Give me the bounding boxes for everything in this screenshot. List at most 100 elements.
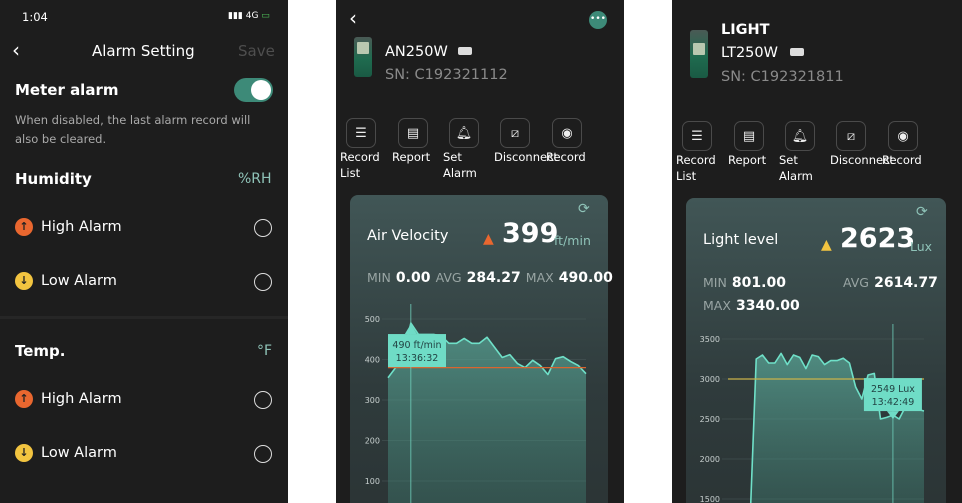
y-tick-label: 3000 [700, 375, 720, 384]
disconnect-icon: ⧄ [510, 125, 520, 141]
record-list-button[interactable]: ☰ [682, 121, 712, 151]
y-tick-label: 200 [365, 437, 380, 446]
section-divider [0, 316, 288, 319]
current-unit: ft/min [554, 233, 591, 248]
report-button[interactable]: ▤ [734, 121, 764, 151]
battery-charging-icon: ▭ [261, 11, 270, 21]
device-model: AN250W [385, 44, 448, 60]
current-value: 399 [502, 218, 559, 249]
radio-button[interactable] [254, 391, 272, 409]
device-model: LT250W [721, 45, 778, 61]
record-list-label: Record List [676, 153, 716, 183]
arrow-up-icon: ↑ [15, 218, 33, 236]
disconnect-button[interactable]: ⧄ [500, 118, 530, 148]
report-label: Report [728, 153, 767, 167]
measure-name: Air Velocity [367, 228, 449, 244]
status-network: ▮▮▮ 4G ▭ [228, 11, 270, 21]
battery-icon [790, 48, 804, 56]
measure-name: Light level [703, 232, 779, 248]
humidity-low-alarm-row[interactable]: ↓ Low Alarm [0, 272, 288, 294]
page-title: Alarm Setting [92, 42, 195, 60]
battery-icon [458, 47, 472, 55]
stat-max: MAX 3340.00 [703, 298, 800, 314]
y-tick-label: 300 [365, 396, 380, 405]
alarm-label: High Alarm [41, 219, 122, 235]
radio-button[interactable] [254, 219, 272, 237]
report-button[interactable]: ▤ [398, 118, 428, 148]
tooltip-time: 13:36:32 [396, 353, 439, 364]
refresh-icon[interactable]: ⟳ [578, 201, 590, 217]
record-button[interactable]: ◉ [552, 118, 582, 148]
radio-button[interactable] [254, 273, 272, 291]
record-button[interactable]: ◉ [888, 121, 918, 151]
disconnect-icon: ⧄ [846, 128, 856, 144]
meter-alarm-note: When disabled, the last alarm record wil… [15, 113, 251, 146]
record-list-icon: ☰ [355, 125, 367, 141]
alarm-setting-screen: 1:04 ▮▮▮ 4G ▭ ‹ Alarm Setting Save Meter… [0, 0, 288, 503]
y-tick-label: 100 [365, 477, 380, 486]
temp-title: Temp. [15, 342, 66, 360]
disconnect-label: Disconnect [830, 153, 894, 167]
device-image [354, 37, 372, 77]
alarm-label: High Alarm [41, 391, 122, 407]
device-category: LIGHT [721, 22, 770, 38]
arrow-up-icon: ↑ [15, 390, 33, 408]
refresh-icon[interactable]: ⟳ [916, 204, 928, 220]
series-line [749, 352, 925, 503]
y-tick-label: 2500 [700, 415, 720, 424]
air-velocity-chart[interactable]: 500 400 300 200 100 490 ft/min 13:36:32 [350, 300, 608, 503]
light-level-chart[interactable]: 3500 3000 2500 2000 1500 2549 Lux 13:42:49 [686, 320, 946, 503]
meter-alarm-label: Meter alarm [15, 81, 119, 99]
humidity-unit: %RH [238, 171, 272, 187]
device-sn: SN: C192321811 [721, 69, 844, 85]
y-tick-label: 3500 [700, 335, 720, 344]
set-alarm-label: Set Alarm [443, 150, 477, 180]
device-image [690, 30, 708, 78]
tooltip-value: 490 ft/min [392, 340, 441, 351]
alarm-label: Low Alarm [41, 273, 117, 289]
current-value: 2623 [840, 223, 916, 254]
record-label: Record [546, 150, 586, 164]
bell-icon: 🔔︎ [791, 128, 809, 144]
back-button[interactable]: ‹ [349, 6, 357, 30]
meter-alarm-toggle[interactable] [234, 78, 273, 102]
radio-button[interactable] [254, 445, 272, 463]
arrow-down-icon: ↓ [15, 444, 33, 462]
warning-icon: ▲ [483, 231, 494, 247]
back-button[interactable]: ‹ [12, 38, 20, 62]
set-alarm-button[interactable]: 🔔︎ [449, 118, 479, 148]
record-icon: ◉ [561, 125, 573, 141]
air-velocity-device-screen: ‹ ••• AN250W SN: C192321112 ⟳ Air Veloci… [336, 0, 624, 503]
record-list-button[interactable]: ☰ [346, 118, 376, 148]
disconnect-label: Disconnect [494, 150, 558, 164]
set-alarm-label: Set Alarm [779, 153, 813, 183]
stats-row: MIN 0.00 AVG 284.27 MAX 490.00 [367, 270, 613, 286]
alarm-label: Low Alarm [41, 445, 117, 461]
report-icon: ▤ [742, 128, 756, 144]
status-time: 1:04 [22, 10, 48, 24]
record-label: Record [882, 153, 922, 167]
temp-unit: °F [257, 343, 273, 359]
tooltip: 490 ft/min 13:36:32 [388, 324, 446, 368]
record-list-label: Record List [340, 150, 380, 180]
device-sn: SN: C192321112 [385, 67, 508, 83]
current-unit: Lux [910, 239, 933, 254]
tooltip-value: 2549 Lux [871, 384, 915, 395]
warning-icon: ▲ [821, 237, 832, 253]
more-button[interactable]: ••• [589, 11, 607, 29]
humidity-high-alarm-row[interactable]: ↑ High Alarm [0, 218, 288, 240]
bell-icon: 🔔︎ [455, 125, 473, 141]
stat-min: MIN 801.00 [703, 275, 786, 291]
y-tick-label: 2000 [700, 455, 720, 464]
signal-icon: ▮▮▮ [228, 11, 246, 21]
temp-low-alarm-row[interactable]: ↓ Low Alarm [0, 444, 288, 466]
tooltip: 2549 Lux 13:42:49 [863, 378, 922, 420]
save-button[interactable]: Save [238, 42, 275, 60]
set-alarm-button[interactable]: 🔔︎ [785, 121, 815, 151]
disconnect-button[interactable]: ⧄ [836, 121, 866, 151]
y-tick-label: 1500 [700, 495, 720, 503]
tooltip-time: 13:42:49 [872, 397, 915, 408]
area-fill [750, 353, 924, 503]
y-tick-label: 400 [365, 356, 380, 365]
temp-high-alarm-row[interactable]: ↑ High Alarm [0, 390, 288, 412]
